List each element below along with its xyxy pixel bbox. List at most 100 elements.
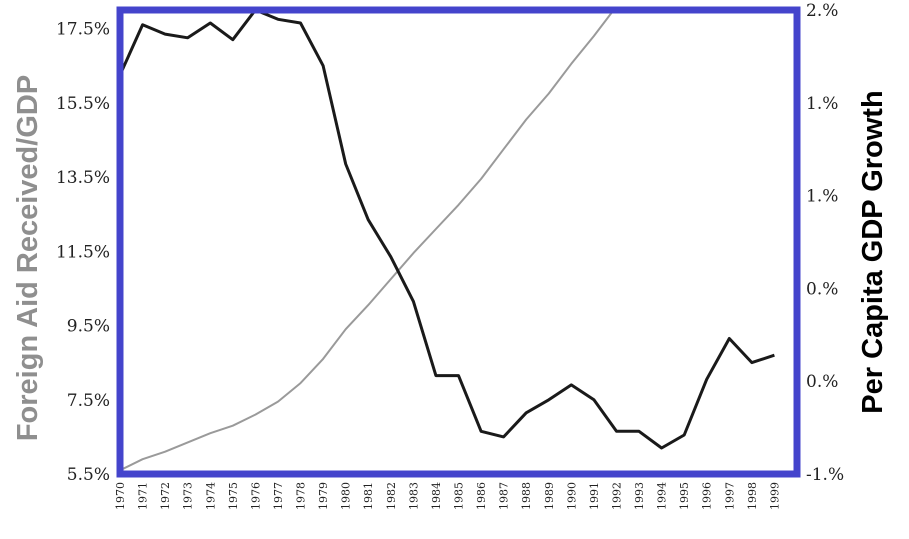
data-point <box>187 442 189 444</box>
left-tick-label: 7.5% <box>67 391 110 411</box>
data-point <box>322 65 324 67</box>
data-point <box>593 35 595 37</box>
data-point <box>525 119 527 121</box>
data-point <box>164 33 166 35</box>
data-point <box>164 451 166 453</box>
x-tick-label: 1992 <box>610 482 623 510</box>
data-point <box>525 412 527 414</box>
right-tick-label: 1.% <box>806 94 838 114</box>
right-tick-label: 0.% <box>806 372 838 392</box>
x-tick-label: 1995 <box>678 482 691 510</box>
data-point <box>683 434 685 436</box>
x-tick-label: 1979 <box>317 482 330 510</box>
left-tick-label: 5.5% <box>67 465 110 485</box>
data-point <box>232 425 234 427</box>
x-tick-label: 1982 <box>385 482 398 510</box>
x-tick-label: 1971 <box>137 482 150 510</box>
left-tick-label: 13.5% <box>56 168 110 188</box>
plot-frame <box>116 6 801 478</box>
series-line-aid <box>120 10 615 472</box>
data-point <box>390 278 392 280</box>
data-point <box>345 328 347 330</box>
data-point <box>480 178 482 180</box>
data-point <box>210 22 212 24</box>
data-point <box>187 37 189 39</box>
x-tick-label: 1977 <box>272 482 285 510</box>
data-point <box>277 19 279 21</box>
data-point <box>458 204 460 206</box>
data-point <box>232 39 234 41</box>
right-axis-title: Per Capita GDP Growth <box>857 90 889 414</box>
left-tick-label: 15.5% <box>56 94 110 114</box>
x-tick-label: 1990 <box>565 482 578 510</box>
left-tick-label: 17.5% <box>56 20 110 40</box>
data-point <box>345 163 347 165</box>
data-point <box>300 22 302 24</box>
data-point <box>548 399 550 401</box>
x-tick-label: 1991 <box>588 482 601 510</box>
data-point <box>706 379 708 381</box>
x-tick-label: 1983 <box>407 482 420 510</box>
left-tick-label: 11.5% <box>56 242 110 262</box>
data-point <box>480 431 482 433</box>
x-tick-label: 1981 <box>362 482 375 510</box>
data-point <box>210 432 212 434</box>
data-point <box>390 256 392 258</box>
data-point <box>571 63 573 65</box>
left-axis-ticks: 5.5% 7.5% 9.5% 11.5% 13.5% 15.5% 17.5% <box>56 20 110 485</box>
data-point <box>729 338 731 340</box>
data-point <box>661 447 663 449</box>
right-tick-label: 1.% <box>806 187 838 207</box>
data-point <box>435 375 437 377</box>
x-tick-label: 1975 <box>227 482 240 510</box>
data-point <box>503 148 505 150</box>
x-tick-label: 1998 <box>746 482 759 510</box>
data-point <box>435 228 437 230</box>
data-point <box>413 301 415 303</box>
x-tick-label: 1986 <box>475 482 488 510</box>
x-tick-label: 1994 <box>656 482 669 510</box>
data-point <box>616 431 618 433</box>
data-point <box>367 219 369 221</box>
right-tick-label: -1.% <box>806 465 844 485</box>
x-tick-label: 1996 <box>701 482 714 510</box>
data-point <box>322 358 324 360</box>
data-point <box>277 401 279 403</box>
data-point <box>751 362 753 364</box>
data-point <box>300 382 302 384</box>
data-point <box>548 93 550 95</box>
x-tick-label: 1987 <box>498 482 511 510</box>
x-tick-label: 1993 <box>633 482 646 510</box>
data-point <box>142 24 144 26</box>
x-tick-label: 1972 <box>159 482 172 510</box>
data-point <box>142 458 144 460</box>
data-point <box>255 414 257 416</box>
right-tick-label: 0.% <box>806 279 838 299</box>
x-tick-label: 1984 <box>430 482 443 510</box>
data-point <box>367 304 369 306</box>
x-tick-label: 1976 <box>249 482 262 510</box>
x-tick-label: 1999 <box>768 482 781 510</box>
data-point <box>571 384 573 386</box>
x-tick-label: 1974 <box>204 482 217 510</box>
series-line-growth <box>120 10 775 450</box>
x-tick-label: 1988 <box>520 482 533 510</box>
x-tick-label: 1985 <box>453 482 466 510</box>
x-tick-label: 1970 <box>114 482 127 510</box>
x-tick-label: 1997 <box>723 482 736 510</box>
data-point <box>774 354 776 356</box>
data-point <box>413 252 415 254</box>
right-tick-label: 2.% <box>806 1 838 21</box>
right-axis-ticks: -1.% 0.% 0.% 1.% 1.% 2.% <box>806 1 844 485</box>
x-tick-label: 1973 <box>182 482 195 510</box>
left-axis-title: Foreign Aid Received/GDP <box>12 74 44 442</box>
x-tick-label: 1978 <box>295 482 308 510</box>
x-tick-label: 1989 <box>543 482 556 510</box>
data-point <box>503 436 505 438</box>
series-layer <box>120 10 776 472</box>
data-point <box>638 431 640 433</box>
x-axis-ticks: 1970 1971 1972 1973 1974 1975 1976 1977 1978 1979… <box>114 482 781 510</box>
x-tick-label: 1980 <box>340 482 353 510</box>
